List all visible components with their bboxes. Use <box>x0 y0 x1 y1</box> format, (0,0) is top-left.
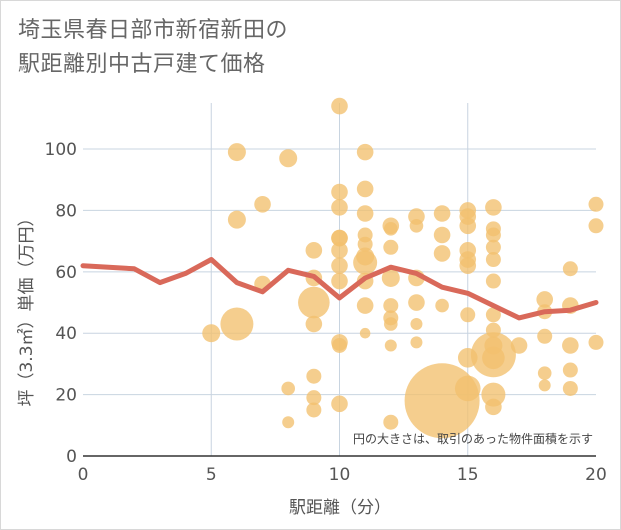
bubble-point <box>538 379 551 392</box>
bubble-point <box>331 272 348 290</box>
average-line-series <box>80 257 599 321</box>
x-tick-label: 20 <box>585 465 607 485</box>
bubble-point <box>306 402 322 418</box>
bubble-series <box>202 97 604 439</box>
bubble-point <box>588 196 604 212</box>
bubble-point <box>331 229 348 247</box>
x-tick-label: 15 <box>457 465 479 485</box>
bubble-point <box>484 336 503 355</box>
bubble-point <box>433 226 451 244</box>
bubble-point <box>279 149 298 168</box>
bubble-point <box>227 210 246 229</box>
bubble-point <box>331 242 348 259</box>
y-tick-label: 20 <box>55 386 77 406</box>
bubble-point <box>485 252 501 268</box>
bubble-point <box>485 398 502 416</box>
bubble-point <box>485 307 501 323</box>
bubble-point <box>409 218 424 233</box>
bubble-point <box>588 334 604 350</box>
chart-title-line-1: 埼玉県春日部市新宿新田の <box>18 18 289 43</box>
y-tick-label: 40 <box>55 324 77 344</box>
bubble-point <box>359 327 371 339</box>
bubble-point <box>356 297 374 314</box>
x-axis-label: 駅距離（分） <box>289 498 391 518</box>
bubble-point <box>481 382 506 407</box>
bubble-point <box>459 257 477 274</box>
bubble-point <box>331 97 348 115</box>
bubble-point <box>460 307 476 323</box>
bubble-point <box>485 199 502 216</box>
bubble-point <box>356 143 374 161</box>
bubble-point <box>433 245 451 262</box>
x-tick-label: 5 <box>206 465 217 485</box>
bubble-point <box>331 395 348 413</box>
bubble-point <box>281 381 296 396</box>
bubble-point <box>562 337 579 354</box>
bubble-point <box>356 205 374 222</box>
bubble-point <box>410 336 423 349</box>
y-tick-label: 80 <box>55 201 77 221</box>
bubble-point <box>202 324 221 343</box>
bubble-point <box>282 416 295 429</box>
bubble-point <box>381 268 400 287</box>
bubble-point <box>562 362 578 378</box>
y-axis-label: 坪（3.3㎡）単価（万円） <box>17 209 37 406</box>
bubble-point <box>383 239 399 255</box>
bubble-point <box>306 368 322 384</box>
bubble-point <box>457 347 478 368</box>
bubble-point <box>562 261 578 277</box>
bubble-point <box>356 180 374 198</box>
bubble-point <box>305 242 323 259</box>
bubble-point <box>408 294 425 311</box>
bubble-point <box>485 322 501 338</box>
x-tick-label: 10 <box>329 465 351 485</box>
bubble-point <box>331 183 348 201</box>
bubble-point <box>356 247 375 266</box>
bubble-point <box>384 317 398 331</box>
bubble-point <box>410 318 423 331</box>
bubble-point <box>357 236 373 252</box>
chart-title: 埼玉県春日部市新宿新田の 駅距離別中古戸建て価格 <box>18 14 288 82</box>
size-annotation: 円の大きさは、取引のあった物件面積を示す <box>353 431 593 446</box>
bubble-point <box>485 227 501 243</box>
average-line <box>80 257 599 321</box>
bubble-point <box>220 307 254 341</box>
chart-title-line-2: 駅距離別中古戸建て価格 <box>18 52 266 77</box>
bubble-point <box>306 390 322 406</box>
axes: 0 20 40 60 80 100 0 5 10 15 20 <box>45 140 607 485</box>
bubble-point <box>298 286 330 319</box>
bubble-point <box>537 328 553 344</box>
bubble-point <box>384 339 397 352</box>
bubble-point <box>383 298 399 314</box>
bubble-point <box>383 414 399 430</box>
bubble-point <box>588 218 604 234</box>
bubble-point <box>459 217 477 235</box>
bubble-point <box>562 380 578 396</box>
bubble-point <box>485 273 501 289</box>
bubble-point <box>485 239 501 255</box>
x-tick-label: 0 <box>78 465 89 485</box>
bubble-point <box>433 205 451 222</box>
bubble-point <box>435 298 449 313</box>
y-tick-label: 100 <box>45 140 77 160</box>
bubble-point <box>536 291 553 308</box>
bubble-point <box>332 337 347 353</box>
bubble-point <box>331 257 348 274</box>
bubble-point <box>510 337 528 354</box>
bubble-point <box>454 375 481 402</box>
y-tick-label: 0 <box>66 447 77 467</box>
bubble-point <box>227 143 246 162</box>
y-tick-label: 60 <box>55 263 77 283</box>
bubble-point <box>254 195 271 213</box>
bubble-point <box>331 199 348 216</box>
bubble-point <box>305 315 323 333</box>
bubble-point <box>384 222 398 236</box>
bubble-point <box>537 366 552 380</box>
